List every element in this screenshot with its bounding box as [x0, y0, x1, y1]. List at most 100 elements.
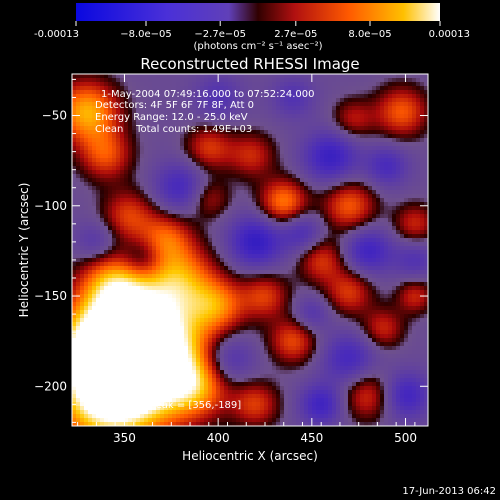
heatmap-cell: [108, 174, 113, 179]
heatmap-cell: [236, 114, 241, 119]
heatmap-cell: [112, 186, 117, 191]
heatmap-cell: [384, 278, 389, 283]
heatmap-cell: [260, 150, 265, 155]
heatmap-cell: [220, 222, 225, 227]
heatmap-cell: [408, 278, 413, 283]
heatmap-cell: [276, 194, 281, 199]
heatmap-cell: [200, 218, 205, 223]
heatmap-cell: [148, 234, 153, 239]
heatmap-cell: [268, 78, 273, 83]
heatmap-cell: [184, 110, 189, 115]
heatmap-cell: [208, 278, 213, 283]
heatmap-cell: [232, 246, 237, 251]
heatmap-cell: [396, 166, 401, 171]
heatmap-cell: [412, 230, 417, 235]
heatmap-cell: [156, 102, 161, 107]
heatmap-cell: [276, 294, 281, 299]
heatmap-cell: [232, 266, 237, 271]
heatmap-cell: [412, 218, 417, 223]
heatmap-cell: [128, 86, 133, 91]
heatmap-cell: [96, 242, 101, 247]
heatmap-cell: [88, 222, 93, 227]
heatmap-cell: [384, 294, 389, 299]
heatmap-cell: [192, 250, 197, 255]
heatmap-cell: [180, 118, 185, 123]
heatmap-cell: [400, 226, 405, 231]
heatmap-cell: [372, 262, 377, 267]
heatmap-cell: [292, 234, 297, 239]
heatmap-cell: [108, 270, 113, 275]
heatmap-cell: [128, 262, 133, 267]
heatmap-cell: [408, 242, 413, 247]
heatmap-cell: [352, 190, 357, 195]
heatmap-cell: [188, 214, 193, 219]
heatmap-cell: [252, 150, 257, 155]
heatmap-cell: [304, 158, 309, 163]
heatmap-cell: [200, 158, 205, 163]
heatmap-cell: [336, 146, 341, 151]
heatmap-cell: [180, 250, 185, 255]
heatmap-cell: [396, 146, 401, 151]
heatmap-cell: [188, 114, 193, 119]
heatmap-cell: [372, 158, 377, 163]
heatmap-cell: [264, 146, 269, 151]
heatmap-cell: [232, 290, 237, 295]
heatmap-cell: [396, 130, 401, 135]
heatmap-cell: [152, 214, 157, 219]
heatmap-cell: [344, 154, 349, 159]
heatmap-cell: [212, 218, 217, 223]
heatmap-cell: [100, 142, 105, 147]
heatmap-cell: [368, 138, 373, 143]
heatmap-cell: [404, 82, 409, 87]
heatmap-cell: [184, 106, 189, 111]
heatmap-cell: [232, 270, 237, 275]
heatmap-cell: [280, 182, 285, 187]
heatmap-cell: [108, 186, 113, 191]
heatmap-cell: [196, 194, 201, 199]
heatmap-cell: [388, 90, 393, 95]
heatmap-cell: [72, 162, 77, 167]
heatmap-cell: [408, 150, 413, 155]
heatmap-cell: [288, 82, 293, 87]
heatmap-cell: [232, 230, 237, 235]
heatmap-cell: [388, 114, 393, 119]
heatmap-cell: [392, 198, 397, 203]
heatmap-cell: [360, 218, 365, 223]
heatmap-cell: [180, 214, 185, 219]
heatmap-cell: [160, 158, 165, 163]
heatmap-cell: [188, 178, 193, 183]
heatmap-cell: [252, 86, 257, 91]
heatmap-cell: [412, 238, 417, 243]
heatmap-cell: [256, 250, 261, 255]
heatmap-cell: [284, 186, 289, 191]
heatmap-cell: [188, 222, 193, 227]
heatmap-cell: [152, 234, 157, 239]
heatmap-cell: [136, 258, 141, 263]
heatmap-cell: [72, 154, 77, 159]
heatmap-cell: [144, 174, 149, 179]
heatmap-cell: [236, 138, 241, 143]
heatmap-cell: [100, 86, 105, 91]
heatmap-cell: [380, 250, 385, 255]
heatmap-cell: [208, 202, 213, 207]
heatmap-cell: [148, 226, 153, 231]
heatmap-cell: [268, 150, 273, 155]
heatmap-cell: [240, 286, 245, 291]
heatmap-cell: [120, 242, 125, 247]
heatmap-cell: [360, 174, 365, 179]
heatmap-cell: [188, 266, 193, 271]
heatmap-cell: [240, 270, 245, 275]
heatmap-cell: [288, 170, 293, 175]
heatmap-cell: [276, 126, 281, 131]
heatmap-cell: [352, 154, 357, 159]
heatmap-cell: [108, 86, 113, 91]
heatmap-cell: [380, 126, 385, 131]
heatmap-cell: [224, 266, 229, 271]
heatmap-cell: [380, 166, 385, 171]
heatmap-cell: [144, 178, 149, 183]
heatmap-cell: [344, 190, 349, 195]
heatmap-cell: [400, 122, 405, 127]
heatmap-cell: [156, 250, 161, 255]
heatmap-cell: [172, 110, 177, 115]
heatmap-cell: [328, 142, 333, 147]
